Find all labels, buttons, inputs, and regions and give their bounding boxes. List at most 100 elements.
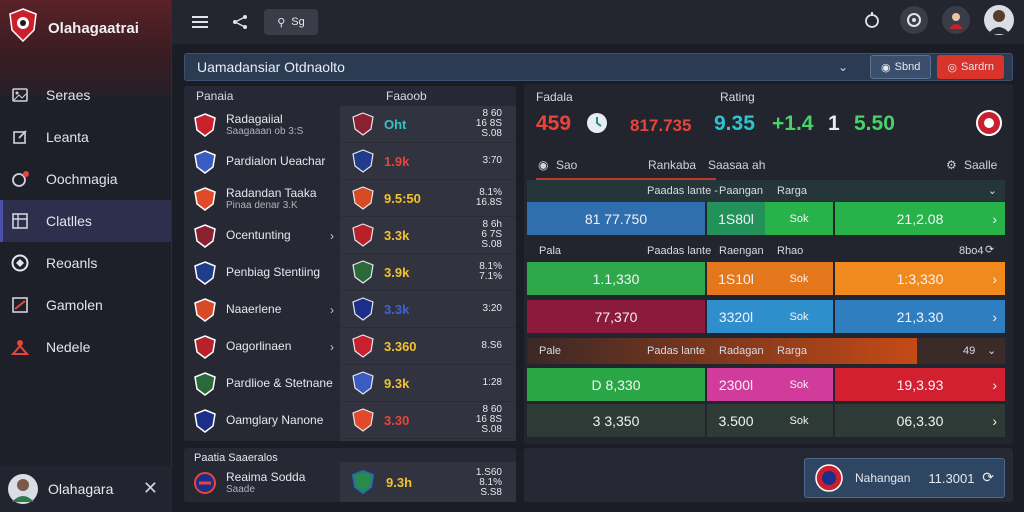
- featured-team[interactable]: Reaima Sodda Saade: [194, 470, 305, 495]
- score-row[interactable]: 1.9k 3:70: [340, 143, 516, 180]
- chevron-right-icon[interactable]: ›: [330, 228, 334, 243]
- danger-button[interactable]: ◎ Sardrn: [937, 55, 1004, 79]
- odds-cell[interactable]: Sok: [765, 202, 833, 235]
- odds-cell[interactable]: 06,3.30 ›: [835, 404, 1005, 437]
- odds-cell[interactable]: 21,2.08 ›: [835, 202, 1005, 235]
- odds-cell[interactable]: D 8,330: [527, 368, 705, 401]
- user-icon[interactable]: [942, 6, 970, 34]
- stats-row: Fadala Rating 459 817.735 9.35 +1.4 1 5.…: [524, 84, 1013, 146]
- ratio-2: 7.1%: [479, 271, 502, 282]
- section-header-1: Paadas lante - Paangan Rarga ⌄: [527, 180, 1005, 202]
- odds-cell[interactable]: 77,370: [527, 300, 705, 333]
- odds-cell[interactable]: Sok: [765, 368, 833, 401]
- refresh-icon[interactable]: ⟳: [982, 469, 994, 485]
- score-row[interactable]: 3.360 8.S6: [340, 328, 516, 365]
- score-badge-icon: [352, 186, 374, 210]
- sidebar-item-oochmagia[interactable]: Oochmagia: [0, 158, 171, 200]
- team-row[interactable]: Radandan Taaka Pinaa denar 3.K: [184, 180, 340, 217]
- odds-cell[interactable]: 21,3.30 ›: [835, 300, 1005, 333]
- search-chip[interactable]: ⚲ Sg: [264, 9, 318, 35]
- score-ratios: 8 60 16 8S S.08: [476, 109, 502, 139]
- chevron-right-icon[interactable]: ›: [992, 412, 997, 429]
- team-row[interactable]: Ocentunting ›: [184, 217, 340, 254]
- score-row[interactable]: 3.30 8 60 16 8S S.08: [340, 402, 516, 439]
- chevron-right-icon[interactable]: ›: [992, 210, 997, 227]
- odds-cell[interactable]: 81 77.750: [527, 202, 705, 235]
- odds-cell[interactable]: 3 3,350: [527, 404, 705, 437]
- score-value: 1.9k: [384, 153, 410, 169]
- odds-cell[interactable]: 1S80l: [707, 202, 765, 235]
- score-ratios: 8 6h 6 7S S.08: [481, 220, 502, 250]
- record-icon: ◎: [947, 61, 957, 74]
- odds-cell[interactable]: Sok: [765, 300, 833, 333]
- primary-button[interactable]: ◉ Sbnd: [870, 55, 932, 79]
- sidebar-item-clatlles[interactable]: Clatlles: [0, 200, 171, 242]
- team-row[interactable]: Naaerlene ›: [184, 291, 340, 328]
- image-icon: [10, 85, 30, 105]
- menu-icon[interactable]: [188, 10, 212, 34]
- sidebar-item-seraes[interactable]: Seraes: [0, 74, 171, 116]
- chevron-right-icon[interactable]: ›: [330, 339, 334, 354]
- odds-cell[interactable]: 1.1,330: [527, 262, 705, 295]
- chevron-right-icon[interactable]: ›: [992, 270, 997, 287]
- sidebar-item-nedele[interactable]: Nedele: [0, 326, 171, 368]
- avatar[interactable]: [8, 474, 38, 504]
- target-icon: ◉: [538, 158, 549, 172]
- score-row[interactable]: Oht 8 60 16 8S S.08: [340, 106, 516, 143]
- score-row[interactable]: 3.9k 8.1% 7.1%: [340, 254, 516, 291]
- score-badge-icon: [352, 149, 374, 173]
- key-icon: ⚲: [277, 16, 286, 29]
- odds-cell[interactable]: 19,3.93 ›: [835, 368, 1005, 401]
- odds-cell[interactable]: 1S10l: [707, 262, 765, 295]
- team-name: Naaerlene: [226, 302, 282, 316]
- alert-icon[interactable]: [858, 6, 886, 34]
- featured-panel: Paatia Saaeralos Reaima Sodda Saade 9.3h…: [184, 448, 516, 502]
- stat-value: 5.50: [854, 112, 895, 135]
- team-badge-icon: [194, 408, 216, 433]
- chevron-right-icon[interactable]: ›: [992, 308, 997, 325]
- score-row[interactable]: 3.3k 8 6h 6 7S S.08: [340, 217, 516, 254]
- profile-avatar[interactable]: [984, 5, 1014, 35]
- section-header: Uamadansiar Otdnaolto ⌄ ◉ Sbnd ◎ Sardrn: [184, 53, 1013, 81]
- sidebar-item-leanta[interactable]: Leanta: [0, 116, 171, 158]
- odds-cell[interactable]: 3.500: [707, 404, 765, 437]
- score-row[interactable]: 3.3k 3:20: [340, 291, 516, 328]
- sidebar-item-label: Gamolen: [46, 297, 103, 313]
- team-list: Radagaiial Saagaaan ob 3:S Pardialon Ueach…: [184, 106, 340, 439]
- team-row[interactable]: Pardlioe & Stetnane: [184, 365, 340, 402]
- team-row[interactable]: Penbiag Stentiing: [184, 254, 340, 291]
- chevron-down-icon[interactable]: ⌄: [987, 345, 997, 357]
- refresh-icon[interactable]: ⟳: [985, 244, 995, 256]
- odds-cell[interactable]: 2300l: [707, 368, 765, 401]
- summary-card[interactable]: Nahangan 11.3001 ⟳: [804, 458, 1005, 498]
- team-row[interactable]: Oagorlinaen ›: [184, 328, 340, 365]
- odds-cell[interactable]: 3320l: [707, 300, 765, 333]
- filter-icon[interactable]: ⚙: [946, 158, 957, 172]
- chevron-right-icon[interactable]: ›: [330, 302, 334, 317]
- odds-value: 1.1,330: [592, 270, 640, 287]
- odds-cell[interactable]: Sok: [765, 404, 833, 437]
- settings-icon[interactable]: [900, 6, 928, 34]
- chevron-down-icon[interactable]: ⌄: [987, 185, 997, 197]
- sidebar-item-gamolen[interactable]: Gamolen: [0, 284, 171, 326]
- chevron-right-icon[interactable]: ›: [992, 376, 997, 393]
- score-row[interactable]: 9.5:50 8.1% 16.8S: [340, 180, 516, 217]
- team-name: Pardlioe & Stetnane: [226, 376, 333, 390]
- section3-right: 49: [963, 345, 976, 357]
- sidebar-item-reoanls[interactable]: Reoanls: [0, 242, 171, 284]
- clock-icon: [587, 113, 607, 133]
- close-icon[interactable]: ✕: [142, 478, 158, 498]
- share-icon[interactable]: [228, 10, 252, 34]
- odds-cell[interactable]: 1:3,330 ›: [835, 262, 1005, 295]
- odds-cell[interactable]: Sok: [765, 262, 833, 295]
- market-col-a: Sao: [556, 158, 578, 172]
- score-row[interactable]: 9.3k 1:28: [340, 365, 516, 402]
- score-ratios: 1:28: [483, 378, 502, 388]
- team-row[interactable]: Pardialon Ueachar: [184, 143, 340, 180]
- team-row[interactable]: Oamglary Nanone: [184, 402, 340, 439]
- primary-button-label: Sbnd: [894, 61, 921, 73]
- team-row[interactable]: Radagaiial Saagaaan ob 3:S: [184, 106, 340, 143]
- stat-value: +1.4: [772, 112, 814, 135]
- chevron-down-icon[interactable]: ⌄: [837, 60, 849, 74]
- summary-value: 11.3001: [928, 470, 975, 486]
